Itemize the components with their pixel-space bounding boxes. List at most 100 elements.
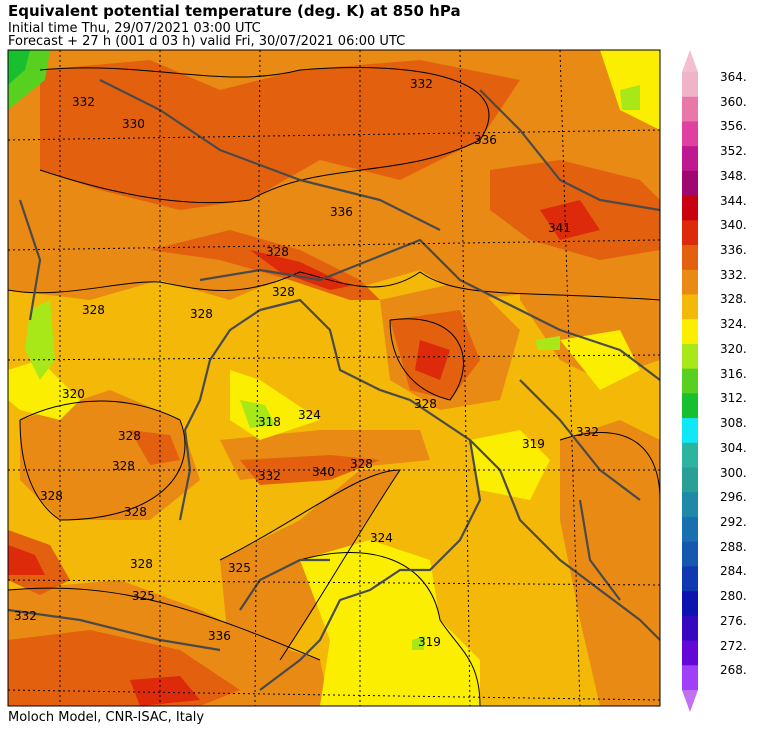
isotherm-line — [299, 552, 481, 706]
legend-swatch — [682, 541, 698, 567]
legend-label: 324. — [720, 317, 747, 332]
contour-label: 325 — [228, 561, 251, 575]
field-lime-northeast — [620, 85, 640, 110]
contour-label: 332 — [258, 469, 281, 483]
legend-swatch — [682, 245, 698, 271]
legend-label: 312. — [720, 391, 747, 406]
field-red-west-blob — [130, 430, 180, 465]
contour-label: 328 — [124, 505, 147, 519]
contour-label: 328 — [272, 285, 295, 299]
isotherm-line — [389, 318, 464, 401]
coastline — [8, 608, 221, 652]
contour-label: 332 — [410, 77, 433, 91]
legend-label: 288. — [720, 539, 747, 554]
field-darkred-1 — [540, 200, 600, 240]
legend-swatch — [682, 170, 698, 197]
contour-label: 340 — [312, 465, 335, 479]
contour-label: 328 — [118, 429, 141, 443]
contour-label: 330 — [122, 117, 145, 131]
legend-label: 268. — [720, 663, 747, 678]
contour-label: 325 — [132, 589, 155, 603]
border — [519, 379, 641, 501]
legend-label: 348. — [720, 168, 747, 183]
legend-label: 344. — [720, 193, 747, 208]
coastline — [259, 439, 482, 691]
legend-label: 308. — [720, 416, 747, 431]
legend-swatch — [682, 195, 698, 221]
legend-swatch — [682, 516, 698, 543]
contour-label: 324 — [370, 531, 393, 545]
legend-arrow-bottom — [682, 690, 698, 712]
graticule — [8, 50, 660, 706]
legend-swatch — [682, 121, 698, 147]
graticule-line — [8, 689, 660, 701]
legend-swatch — [682, 269, 698, 295]
contour-label: 320 — [62, 387, 85, 401]
field-orange-westband — [20, 390, 200, 520]
initial-time: Initial time Thu, 29/07/2021 03:00 UTC — [8, 21, 261, 36]
legend-label: 280. — [720, 589, 747, 604]
legend-swatch — [682, 591, 698, 617]
isotherm-line — [19, 400, 186, 521]
contour-label: 328 — [112, 459, 135, 473]
legend-swatch — [682, 665, 698, 691]
forecast-time: Forecast + 27 h (001 d 03 h) valid Fri, … — [8, 34, 406, 49]
graticule-line — [8, 239, 660, 251]
contour-label: 332 — [72, 95, 95, 109]
field-green-nw2 — [8, 50, 30, 85]
legend-label: 364. — [720, 70, 747, 84]
graticule-line — [8, 354, 660, 361]
legend-bar — [682, 50, 698, 712]
legend-swatch — [682, 96, 698, 122]
graticule-line — [254, 50, 261, 706]
graticule-line — [559, 50, 581, 706]
graticule-line — [459, 50, 471, 706]
field-darkred-2 — [250, 250, 350, 290]
legend-swatch — [682, 640, 698, 666]
legend-swatch — [682, 467, 698, 493]
contour-label: 328 — [40, 489, 63, 503]
contour-label: 318 — [258, 415, 281, 429]
legend-swatch — [682, 72, 698, 98]
legend-label: 336. — [720, 243, 747, 258]
contour-label: 341 — [548, 221, 571, 235]
contour-label: 328 — [190, 307, 213, 321]
legend-label: 316. — [720, 366, 747, 381]
field-darkred-5 — [130, 676, 200, 706]
contour-label: 328 — [130, 557, 153, 571]
field-lime-west — [25, 300, 55, 380]
graticule-line — [8, 579, 660, 586]
field-lime-east — [535, 336, 560, 350]
legend-swatch — [682, 566, 698, 592]
legend-label: 320. — [720, 341, 747, 356]
field-red-north — [40, 60, 520, 210]
contour-labels: 332 330 332 328 336 336 341 328 328 328 320 328 318 3… — [14, 77, 599, 649]
legend-label: 340. — [720, 218, 747, 233]
field-yellow-east2 — [560, 330, 640, 390]
border — [18, 199, 42, 321]
legend-swatch — [682, 343, 698, 370]
contour-label: 319 — [522, 437, 545, 451]
contour-label: 328 — [350, 457, 373, 471]
legend-swatch — [682, 220, 698, 246]
legend-label: 352. — [720, 144, 747, 159]
legend-label: 284. — [720, 564, 747, 579]
map-frame — [7, 49, 661, 707]
legend-swatch — [682, 319, 698, 345]
legend-label: 296. — [720, 490, 747, 505]
legend-swatch — [682, 442, 698, 469]
contour-label: 328 — [82, 303, 105, 317]
border — [199, 238, 660, 381]
legend-swatch — [682, 492, 698, 518]
legend-swatch — [682, 418, 698, 444]
legend-label: 360. — [720, 94, 747, 109]
contour-label: 332 — [14, 609, 37, 623]
field-yellow-south — [300, 540, 480, 706]
map-title: Equivalent potential temperature (deg. K… — [8, 2, 461, 20]
color-legend: 364. 360. 356. 352. 348. 344. 340. 336. 332. 328.… — [676, 48, 760, 714]
legend-swatch — [682, 615, 698, 642]
border — [479, 89, 660, 212]
contour-label: 324 — [298, 408, 321, 422]
border — [99, 79, 441, 231]
legend-label: 272. — [720, 638, 747, 653]
